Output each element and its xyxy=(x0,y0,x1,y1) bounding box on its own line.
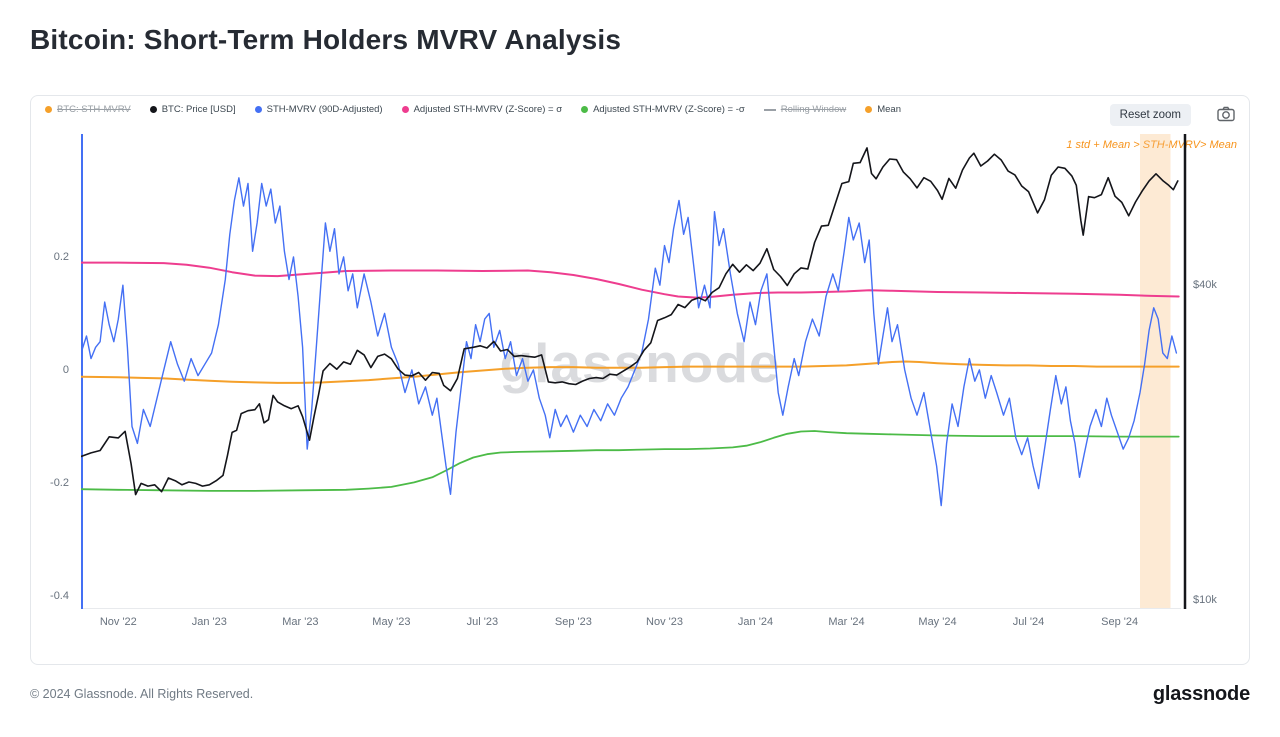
right-axis-labels: $40k $10k xyxy=(1187,134,1249,609)
legend-item-mean[interactable]: Mean xyxy=(865,104,901,115)
x-axis-tick-label: May '24 xyxy=(918,616,957,628)
x-axis-tick-label: Sep '24 xyxy=(1101,616,1139,628)
left-axis-tick-label: 0 xyxy=(62,363,69,376)
series-mean xyxy=(80,360,1180,384)
x-axis-tick-label: Jan '23 xyxy=(191,616,227,628)
legend-item-label: Adjusted STH-MVRV (Z-Score) = σ xyxy=(413,104,563,115)
chart-plot[interactable] xyxy=(80,134,1189,609)
legend-item-label: Mean xyxy=(877,104,901,115)
glassnode-wordmark: glassnode xyxy=(1152,682,1250,705)
legend-item-btc-price-usd[interactable]: BTC: Price [USD] xyxy=(149,104,236,115)
legend-item-rolling-window[interactable]: Rolling Window xyxy=(763,104,847,115)
series-sth-mvrv-90d-adjusted xyxy=(80,177,1178,507)
series-btc-price-usd xyxy=(80,147,1179,496)
x-axis-labels: Nov '22 Jan '23 Mar '23 May '23 Jul '23 Sep '… xyxy=(81,616,1189,632)
reset-zoom-button[interactable]: Reset zoom xyxy=(1109,104,1191,126)
legend-dot-marker xyxy=(401,106,409,113)
legend-dot-marker xyxy=(149,106,157,113)
x-axis-tick-label: Sep '23 xyxy=(554,616,592,628)
chart-legend: BTC: STH-MVRV BTC: Price [USD] STH-MVRV (9… xyxy=(45,104,1054,115)
x-axis-tick-label: Jan '24 xyxy=(737,616,774,628)
legend-dot-marker xyxy=(581,106,589,113)
glassnode-watermark: glassnode xyxy=(499,332,781,394)
series-adjusted-sth-mvrv-z-score xyxy=(80,430,1180,492)
x-axis-tick-label: May '23 xyxy=(372,616,411,628)
chart-plot-svg[interactable] xyxy=(80,134,1189,609)
legend-item-adjusted-sth-mvrv-z-score[interactable]: Adjusted STH-MVRV (Z-Score) = σ xyxy=(401,104,563,115)
left-axis-labels: 0.2 0 -0.2 -0.4 xyxy=(31,134,75,609)
left-axis-tick-label: 0.2 xyxy=(53,250,69,263)
left-axis-tick-label: -0.4 xyxy=(50,590,69,602)
legend-item-sth-mvrv-90d-adjusted[interactable]: STH-MVRV (90D-Adjusted) xyxy=(254,104,383,115)
right-axis-tick-label: $10k xyxy=(1193,594,1217,606)
legend-item-adjusted-sth-mvrv-z-score[interactable]: Adjusted STH-MVRV (Z-Score) = -σ xyxy=(581,104,745,115)
copyright: © 2024 Glassnode. All Rights Reserved. xyxy=(30,687,254,701)
legend-item-label: STH-MVRV (90D-Adjusted) xyxy=(266,104,383,115)
highlight-band xyxy=(1140,134,1171,609)
left-axis-tick-label: -0.2 xyxy=(50,477,69,489)
legend-item-label: Adjusted STH-MVRV (Z-Score) = -σ xyxy=(593,104,745,115)
footer: © 2024 Glassnode. All Rights Reserved. g… xyxy=(30,680,1250,708)
legend-item-label: Rolling Window xyxy=(780,104,847,115)
legend-item-btc-sth-mvrv[interactable]: BTC: STH-MVRV xyxy=(45,104,131,115)
legend-line-marker xyxy=(763,108,776,111)
camera-icon[interactable] xyxy=(1217,106,1235,125)
x-axis-tick-label: Mar '24 xyxy=(828,616,865,628)
x-axis-tick-label: Nov '22 xyxy=(99,616,137,628)
x-axis-tick-label: Jul '24 xyxy=(1012,616,1045,628)
x-axis-tick-label: Nov '23 xyxy=(646,616,683,628)
chart-card: BTC: STH-MVRV BTC: Price [USD] STH-MVRV (9… xyxy=(30,95,1250,665)
legend-item-label: BTC: Price [USD] xyxy=(161,104,236,115)
legend-dot-marker xyxy=(254,106,262,113)
x-axis-tick-label: Jul '23 xyxy=(466,616,499,628)
page-title: Bitcoin: Short-Term Holders MVRV Analysi… xyxy=(30,24,622,55)
band-annotation: 1 std + Mean > STH-MVRV> Mean xyxy=(1066,139,1237,151)
x-axis-tick-label: Mar '23 xyxy=(282,616,319,628)
legend-dot-marker xyxy=(45,106,52,113)
legend-item-label: BTC: STH-MVRV xyxy=(57,104,131,115)
right-axis-tick-label: $40k xyxy=(1193,278,1217,291)
legend-dot-marker xyxy=(865,106,873,113)
series-adjusted-sth-mvrv-z-score xyxy=(80,261,1180,299)
